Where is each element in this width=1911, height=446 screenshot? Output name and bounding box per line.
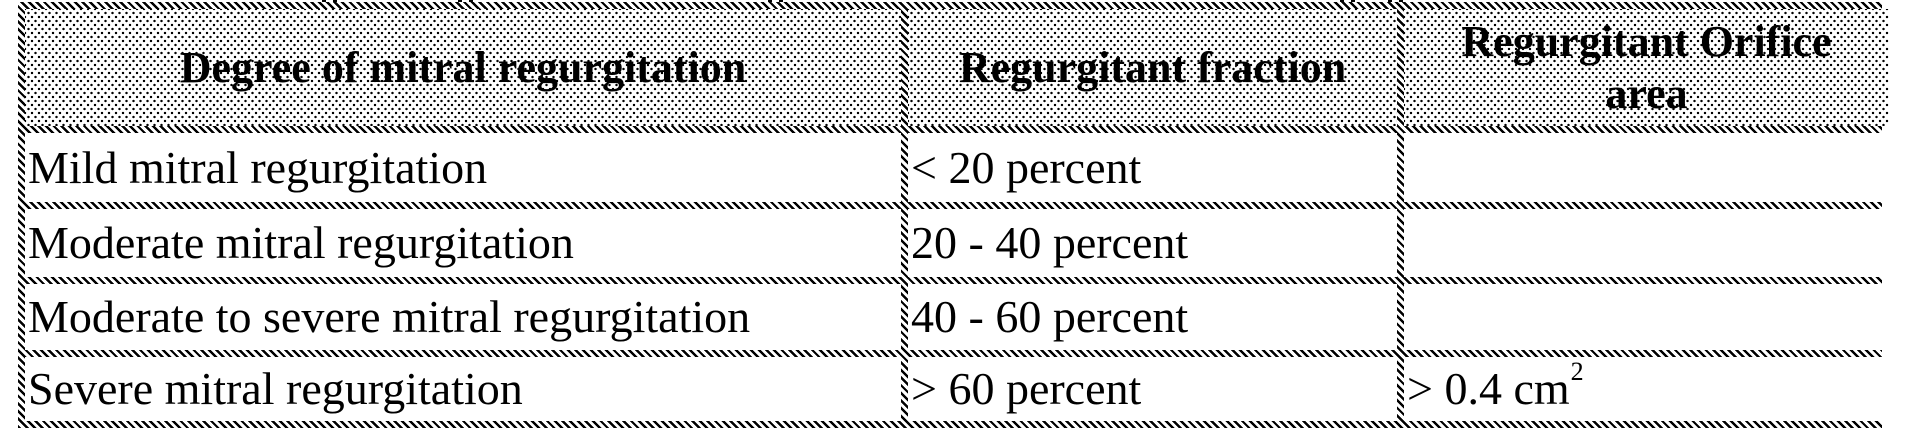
cell-fraction-mild: < 20 percent — [908, 133, 1397, 202]
cell-fraction-severe: > 60 percent — [908, 357, 1397, 421]
cell-degree-moderate: Moderate mitral regurgitation — [25, 209, 901, 277]
header-orifice-area: Regurgitant Orifice area — [1404, 9, 1889, 126]
cell-fraction-moderate: 20 - 40 percent — [908, 209, 1397, 277]
cell-orifice-moderate-severe — [1404, 284, 1889, 350]
header-fraction-label: Regurgitant fraction — [958, 42, 1347, 92]
cell-degree-moderate-severe: Moderate to severe mitral regurgitation — [25, 284, 901, 350]
header-degree-label: Degree of mitral regurgitation — [179, 42, 747, 92]
cell-orifice-mild — [1404, 133, 1889, 202]
header-fraction: Regurgitant fraction — [908, 9, 1397, 126]
cell-degree-severe: Severe mitral regurgitation — [25, 357, 901, 421]
mitral-regurgitation-table: Degree of mitral regurgitation Regurgita… — [18, 2, 1889, 428]
cell-orifice-severe: > 0.4 cm 2 — [1404, 357, 1889, 421]
header-degree: Degree of mitral regurgitation — [25, 9, 901, 126]
cell-degree-mild: Mild mitral regurgitation — [25, 133, 901, 202]
cell-fraction-moderate-severe: 40 - 60 percent — [908, 284, 1397, 350]
orifice-value: > 0.4 cm — [1407, 363, 1570, 414]
cell-orifice-moderate — [1404, 209, 1889, 277]
header-orifice-area-label: Regurgitant Orifice area — [1461, 17, 1832, 118]
